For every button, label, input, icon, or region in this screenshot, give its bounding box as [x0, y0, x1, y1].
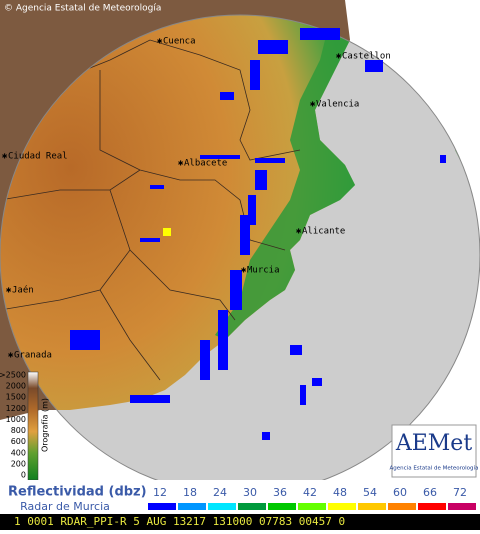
scale-label: 54 — [363, 486, 377, 499]
legend-subtitle: Radar de Murcia — [20, 500, 110, 513]
province-borders — [0, 39, 301, 381]
logo-subtitle: Agencia Estatal de Meteorología — [390, 465, 479, 472]
city-marker: ✱ — [296, 227, 302, 237]
copyright: © Agencia Estatal de Meteorología — [4, 4, 161, 14]
scale-swatch — [388, 503, 416, 510]
city-marker: ✱ — [2, 152, 8, 162]
scale-swatch — [298, 503, 326, 510]
status-text: 1 0001 RDAR_PPI-R 5 AUG 13217 131000 077… — [14, 515, 345, 528]
land — [0, 15, 355, 420]
city-label: Valencia — [316, 100, 359, 110]
orography-level: 1500 — [6, 393, 26, 402]
legend-title: Reflectividad (dbz) — [8, 485, 147, 500]
orography-title: Orografía (m) — [41, 398, 50, 452]
orography-level: 200 — [11, 459, 26, 468]
radar-echo-strong — [163, 228, 171, 236]
orography-bar — [27, 371, 39, 481]
scale-swatch — [358, 503, 386, 510]
scale-label: 30 — [243, 486, 257, 499]
logo-title: AEMet — [395, 431, 472, 456]
city-label: Cuenca — [163, 37, 196, 47]
city-marker: ✱ — [310, 100, 316, 110]
scale-label: 12 — [153, 486, 167, 499]
scale-label: 72 — [453, 486, 467, 499]
city-label: Murcia — [247, 266, 280, 276]
city-label: Ciudad Real — [8, 152, 68, 162]
scale-label: 48 — [333, 486, 347, 499]
logo-box — [391, 424, 477, 478]
city-label: Granada — [14, 351, 52, 361]
radar-echoes — [70, 28, 446, 440]
scale-label: 36 — [273, 486, 287, 499]
orography-level: 1200 — [6, 404, 26, 413]
orography-level: >2500 — [0, 371, 26, 380]
scale-swatch — [238, 503, 266, 510]
scale-label: 24 — [213, 486, 227, 499]
scale-swatch — [208, 503, 236, 510]
orography-level: 400 — [11, 448, 26, 457]
scale-swatch — [448, 503, 476, 510]
scale-label: 18 — [183, 486, 197, 499]
scale-label: 42 — [303, 486, 317, 499]
status-bar — [0, 514, 480, 530]
city-marker: ✱ — [336, 52, 342, 62]
city-marker: ✱ — [157, 37, 163, 47]
scale-swatch — [328, 503, 356, 510]
city-label: Alicante — [302, 227, 345, 237]
city-label: Albacete — [184, 159, 227, 169]
orography-level: 800 — [11, 426, 26, 435]
scale-label: 66 — [423, 486, 437, 499]
city-marker: ✱ — [6, 286, 12, 296]
scale-swatch — [418, 503, 446, 510]
scale-swatch — [148, 503, 176, 510]
orography-level: 2000 — [6, 382, 26, 391]
city-marker: ✱ — [241, 266, 247, 276]
orography-level: 0 — [21, 471, 26, 480]
scale-label: 60 — [393, 486, 407, 499]
city-label: Jaén — [12, 285, 34, 296]
scale-swatch — [178, 503, 206, 510]
city-label: Castellon — [342, 52, 391, 62]
orography-level: 600 — [11, 437, 26, 446]
scale-swatch — [268, 503, 296, 510]
orography-level: 1000 — [6, 415, 26, 424]
city-marker: ✱ — [8, 351, 14, 361]
coastal-plain — [215, 20, 355, 340]
city-marker: ✱ — [178, 159, 184, 169]
